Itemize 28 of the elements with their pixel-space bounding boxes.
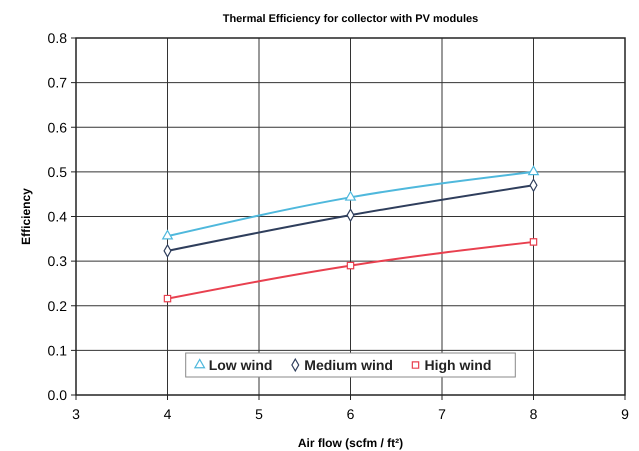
y-tick-label: 0.5 [48, 164, 68, 180]
x-tick-label: 8 [530, 406, 538, 422]
y-axis-title: Efficiency [19, 188, 33, 245]
point [346, 262, 354, 270]
x-tick-label: 5 [255, 406, 264, 422]
legend-label: Low wind [208, 357, 272, 373]
x-axis-title: Air flow (scfm / ft²) [298, 436, 404, 450]
y-tick-label: 0.1 [48, 342, 68, 358]
point [164, 294, 172, 302]
x-tick-label: 7 [438, 406, 446, 422]
y-tick-label: 0.3 [48, 253, 68, 270]
y-tick-label: 0.7 [48, 74, 68, 91]
x-tick-label: 4 [164, 406, 172, 422]
legend-label: High wind [424, 357, 492, 373]
chart-title: Thermal Efficiency for collector with PV modules [222, 13, 478, 25]
y-tick-label: 0.2 [48, 298, 68, 314]
legend-label: Medium wind [304, 357, 393, 373]
point [530, 238, 538, 246]
x-tick-label: 9 [621, 406, 630, 422]
x-tick-label: 6 [346, 406, 355, 422]
x-tick-label: 3 [72, 406, 80, 422]
point [162, 230, 173, 240]
y-tick-label: 0.8 [48, 30, 68, 46]
point [528, 166, 539, 176]
y-tick-label: 0.0 [48, 387, 68, 403]
y-tick-label: 0.6 [48, 119, 68, 136]
point [345, 191, 356, 201]
y-tick-label: 0.4 [48, 208, 68, 224]
